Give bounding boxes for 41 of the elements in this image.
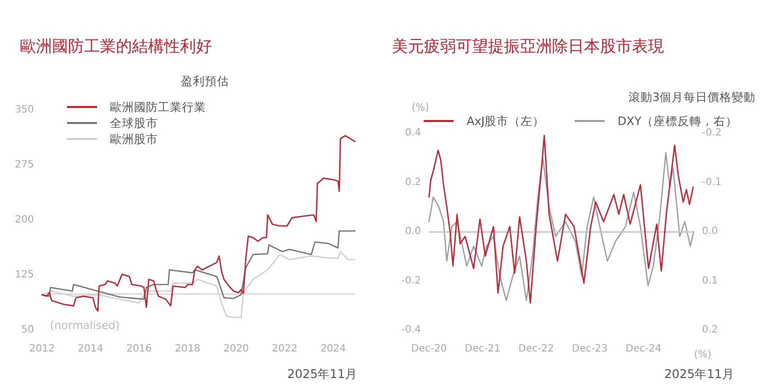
x-tick-label: 2024 [320, 344, 346, 354]
chart-title: 美元疲弱可望提振亞洲除日本股市表現 [392, 36, 664, 56]
y-tick-label: 50 [21, 324, 34, 336]
text: 2025年11月 [287, 367, 358, 381]
x-tick-label: Dec-21 [464, 344, 500, 354]
x-tick-label: 2018 [174, 344, 200, 354]
y-tick-label: -0.4 [401, 324, 421, 336]
y2-tick-label: 0.2 [702, 324, 718, 336]
y2-tick-label: 0.1 [702, 275, 718, 286]
x-tick-label: 2022 [272, 344, 298, 354]
x-tick-label: Dec-22 [518, 344, 554, 354]
chart-title: 歐洲國防工業的結構性利好 [20, 36, 212, 56]
x-tick-label: 2016 [126, 344, 152, 354]
y-tick-label: -0.2 [401, 275, 421, 286]
x-tick-label: Dec-23 [572, 344, 608, 354]
chart-subtitle: 盈利預估 [181, 74, 229, 88]
y-tick-label: 275 [14, 160, 34, 170]
y2-tick-label: -0.1 [702, 176, 722, 188]
chart-subtitle: 滾動3個月每日價格變動 [628, 90, 756, 104]
x-tick-label: 2020 [223, 344, 249, 354]
legend-label: 全球股市 [110, 116, 158, 130]
y-tick-label: 350 [14, 104, 34, 116]
y-tick-label: 125 [14, 270, 34, 280]
y2-tick-label: -0.2 [702, 128, 722, 138]
y-tick-label: 200 [14, 214, 34, 226]
legend-label: DXY（座標反轉，右） [618, 114, 738, 128]
y2-tick-label: 0.0 [702, 226, 718, 237]
text: 2025年11月 [664, 367, 734, 381]
legend-label: 歐洲國防工業行業 [110, 100, 206, 114]
x-tick-label: 2014 [78, 344, 104, 354]
y2-axis-title: (%) [694, 350, 712, 360]
y-tick-label: 0.0 [405, 226, 421, 237]
legend-label: 歐洲股市 [110, 132, 158, 146]
y-tick-label: 0.2 [405, 176, 421, 188]
y-tick-label: 0.4 [405, 128, 421, 138]
annotation: (normalised) [50, 319, 120, 332]
y-axis-title: (%) [412, 102, 430, 114]
legend-label: AxJ股市（左） [466, 114, 545, 128]
x-tick-label: Dec-20 [411, 344, 447, 354]
x-tick-label: 2012 [29, 344, 55, 354]
x-tick-label: Dec-24 [626, 344, 662, 354]
